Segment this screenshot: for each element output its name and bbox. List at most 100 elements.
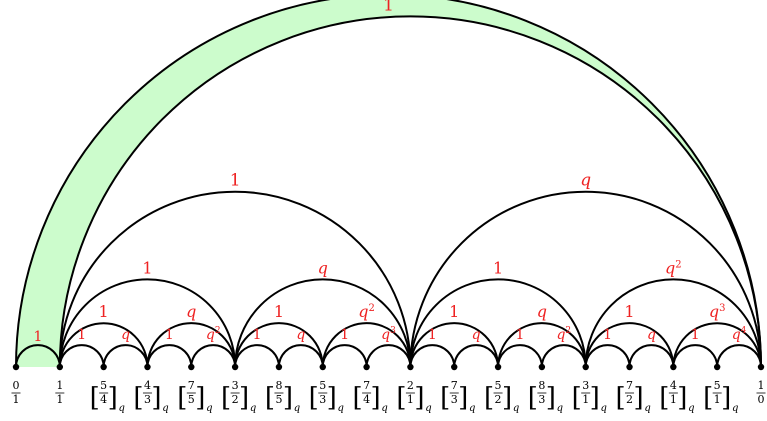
fraction-numerator: 5 bbox=[495, 379, 502, 392]
vertex-label-8_3: [] q 83 bbox=[528, 379, 563, 414]
shaded-region bbox=[16, 0, 761, 367]
vertex-label-0_1: 01 bbox=[11, 379, 21, 406]
left-bracket: [ bbox=[221, 383, 231, 413]
vertex-dot-8_5 bbox=[275, 363, 283, 371]
fraction-numerator: 8 bbox=[275, 379, 282, 392]
fraction-numerator: 5 bbox=[319, 379, 326, 392]
fraction-numerator: 7 bbox=[188, 379, 195, 392]
subscript-q: q bbox=[338, 403, 344, 414]
vertex-dot-7_2 bbox=[626, 363, 633, 371]
fraction-denominator: 3 bbox=[538, 393, 545, 406]
edge-weight-label: 1 bbox=[340, 327, 349, 343]
left-bracket: [ bbox=[177, 383, 187, 413]
left-bracket: [ bbox=[528, 383, 538, 413]
vertex-dot-4_1 bbox=[670, 363, 677, 371]
edge-arc-5_1-1_0 bbox=[716, 344, 762, 368]
edge-weight-label: 1 bbox=[691, 327, 700, 343]
weight-base: 1 bbox=[624, 302, 634, 321]
vertex-dot-7_5 bbox=[188, 363, 195, 371]
edge-weight-label: 1 bbox=[33, 329, 42, 345]
weight-base: 1 bbox=[603, 327, 612, 343]
fraction-denominator: 5 bbox=[275, 393, 282, 406]
vertex-dot-1_1 bbox=[56, 363, 64, 371]
edge-weight-label: 1 bbox=[142, 258, 152, 277]
fraction-numerator: 3 bbox=[582, 379, 589, 392]
vertex-points bbox=[12, 363, 765, 371]
vertex-label-5_1: [] q51 bbox=[703, 379, 738, 414]
edge-weight-label: q bbox=[318, 258, 328, 277]
weight-base: 1 bbox=[274, 302, 284, 321]
edge-arc-8_3-3_1 bbox=[540, 344, 587, 368]
edge-weight-label: 1 bbox=[603, 327, 612, 343]
edge-weight-label: q2 bbox=[665, 258, 682, 277]
weight-base: 1 bbox=[99, 302, 109, 321]
weight-base: 1 bbox=[165, 327, 174, 343]
fraction-numerator: 5 bbox=[714, 379, 721, 392]
left-bracket: [ bbox=[572, 383, 582, 413]
vertex-dot-2_1 bbox=[407, 363, 414, 371]
vertex-label-1_0: 10 bbox=[756, 379, 766, 406]
edge-arc-5_4-4_3 bbox=[102, 344, 149, 368]
fraction-denominator: 1 bbox=[582, 393, 589, 406]
subscript-q: q bbox=[644, 403, 650, 414]
fraction-denominator: 1 bbox=[670, 393, 677, 406]
vertex-label-3_2: [] q32 bbox=[221, 379, 256, 414]
weight-base: 1 bbox=[340, 327, 349, 343]
weight-base: 1 bbox=[691, 327, 700, 343]
edge-arc-2_1-3_1 bbox=[409, 278, 587, 368]
edge-arc-1_1-4_3 bbox=[58, 322, 149, 368]
weight-base: 1 bbox=[493, 258, 503, 277]
right-bracket: ] bbox=[721, 383, 731, 413]
edge-weight-label: 1 bbox=[99, 302, 109, 321]
edge-arc-7_5-3_2 bbox=[190, 344, 237, 368]
edge-arc-7_2-4_1 bbox=[628, 344, 675, 368]
edge-arc-2_1-1_0 bbox=[409, 190, 762, 368]
edge-arc-0_1-1_1 bbox=[15, 344, 61, 368]
subscript-q: q bbox=[557, 403, 563, 414]
subscript-q: q bbox=[118, 403, 124, 414]
edge-weight-label: 1 bbox=[253, 327, 262, 343]
vertex-label-1_1: 11 bbox=[55, 379, 65, 406]
edge-weight-label: 1 bbox=[77, 327, 86, 343]
edge-weight-label: q bbox=[647, 327, 656, 343]
vertex-dot-3_1 bbox=[582, 363, 589, 371]
vertex-dot-8_3 bbox=[538, 363, 546, 371]
edge-arc-5_2-8_3 bbox=[497, 344, 543, 368]
fraction-denominator: 1 bbox=[56, 393, 63, 406]
edge-weight-label: q bbox=[296, 327, 305, 343]
weight-exponent: 2 bbox=[675, 259, 681, 270]
vertex-label-7_2: [] q72 bbox=[615, 379, 650, 414]
right-bracket: ] bbox=[546, 383, 556, 413]
right-bracket: ] bbox=[327, 383, 337, 413]
fraction-numerator: 7 bbox=[626, 379, 633, 392]
edge-arc-8_5-5_3 bbox=[277, 344, 324, 368]
weight-base: q bbox=[381, 327, 390, 343]
right-bracket: ] bbox=[151, 383, 161, 413]
edge-weight-label: 1 bbox=[493, 258, 503, 277]
weight-base: q bbox=[556, 327, 565, 343]
edge-arc-2_1-7_3 bbox=[409, 344, 456, 368]
edge-weight-label: q3 bbox=[709, 302, 726, 321]
fraction-denominator: 4 bbox=[100, 393, 107, 406]
fraction-numerator: 2 bbox=[407, 379, 414, 392]
weight-base: q bbox=[296, 327, 305, 343]
subscript-q: q bbox=[425, 403, 431, 414]
fraction-denominator: 5 bbox=[188, 393, 195, 406]
left-bracket: [ bbox=[659, 383, 669, 413]
edge-weight-label: q2 bbox=[556, 326, 571, 343]
vertex-dot-5_2 bbox=[494, 363, 502, 371]
weight-base: 1 bbox=[142, 258, 152, 277]
subscript-q: q bbox=[601, 403, 607, 414]
edge-arc-3_1-4_1 bbox=[584, 322, 675, 368]
fraction-numerator: 4 bbox=[670, 379, 677, 392]
fraction-numerator: 3 bbox=[232, 379, 239, 392]
fraction-denominator: 2 bbox=[232, 393, 239, 406]
edge-weight-label: 1 bbox=[516, 327, 525, 343]
weight-base: q bbox=[709, 302, 719, 321]
weight-base: q bbox=[580, 171, 591, 191]
vertex-label-3_1: [] q 31 bbox=[572, 379, 607, 414]
right-bracket: ] bbox=[458, 383, 468, 413]
right-bracket: ] bbox=[195, 383, 205, 413]
weight-exponent: 2 bbox=[215, 326, 221, 336]
fraction-denominator: 1 bbox=[407, 393, 414, 406]
